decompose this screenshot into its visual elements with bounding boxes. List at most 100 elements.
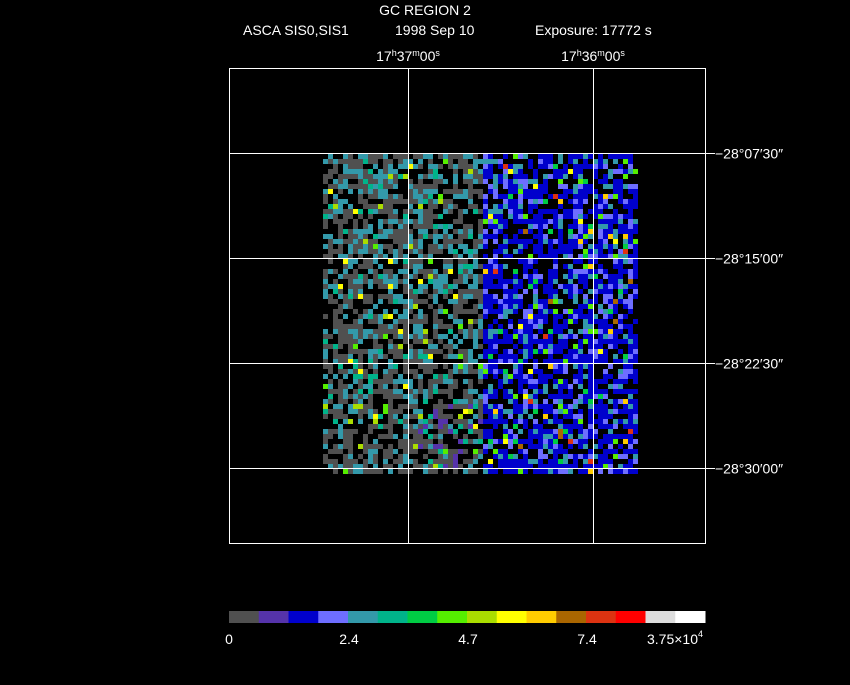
dec-label: −28°07′30″ [715,146,783,162]
pixel [598,394,603,399]
pixel [403,224,408,229]
pixel [603,404,608,409]
pixel [633,399,638,404]
pixel [373,269,378,274]
pixel [358,264,363,269]
pixel [523,214,528,219]
pixel [563,354,568,359]
pixel [448,464,453,469]
title: GC REGION 2 [379,2,471,18]
pixel [408,389,413,394]
pixel [553,214,558,219]
pixel [588,394,593,399]
pixel [543,399,548,404]
pixel [393,449,398,454]
pixel [598,464,603,469]
pixel [423,444,428,449]
pixel [418,244,423,249]
pixel [468,469,473,474]
pixel [343,199,348,204]
pixel [603,229,608,234]
pixel [533,289,538,294]
pixel [438,379,443,384]
pixel [598,379,603,384]
pixel [458,194,463,199]
pixel [583,314,588,319]
pixel [448,349,453,354]
pixel [618,374,623,379]
pixel [423,469,428,474]
pixel [578,384,583,389]
pixel [323,404,328,409]
pixel [428,359,433,364]
pixel [458,229,463,234]
pixel [508,279,513,284]
pixel [428,194,433,199]
pixel [333,199,338,204]
pixel [598,324,603,329]
pixel [533,224,538,229]
pixel [463,309,468,314]
pixel [598,444,603,449]
pixel [378,274,383,279]
pixel [358,279,363,284]
pixel [628,164,633,169]
pixel [443,309,448,314]
pixel [403,229,408,234]
pixel [363,409,368,414]
pixel [493,414,498,419]
pixel [488,404,493,409]
pixel [543,299,548,304]
pixel [603,199,608,204]
pixel [553,224,558,229]
pixel [588,364,593,369]
pixel [333,404,338,409]
pixel [608,229,613,234]
pixel [368,444,373,449]
pixel [553,429,558,434]
pixel [478,404,483,409]
pixel [528,324,533,329]
pixel [618,289,623,294]
pixel [353,239,358,244]
pixel [533,304,538,309]
pixel [528,179,533,184]
pixel [598,234,603,239]
pixel [383,229,388,234]
pixel [528,434,533,439]
pixel [523,189,528,194]
pixel [578,164,583,169]
pixel [483,214,488,219]
pixel [573,199,578,204]
pixel [363,314,368,319]
pixel [373,254,378,259]
pixel [543,164,548,169]
pixel [588,309,593,314]
pixel [343,294,348,299]
pixel [358,354,363,359]
pixel [483,389,488,394]
pixel [383,409,388,414]
pixel [613,299,618,304]
pixel [598,209,603,214]
pixel [488,394,493,399]
pixel [473,294,478,299]
pixel [453,179,458,184]
pixel [563,324,568,329]
pixel [463,294,468,299]
pixel [433,449,438,454]
pixel [633,424,638,429]
pixel [398,344,403,349]
pixel [528,429,533,434]
pixel [613,384,618,389]
pixel [573,459,578,464]
pixel [503,339,508,344]
pixel [508,434,513,439]
pixel [468,229,473,234]
pixel [528,189,533,194]
pixel [513,364,518,369]
pixel [633,459,638,464]
pixel [543,464,548,469]
pixel [348,229,353,234]
pixel [498,419,503,424]
